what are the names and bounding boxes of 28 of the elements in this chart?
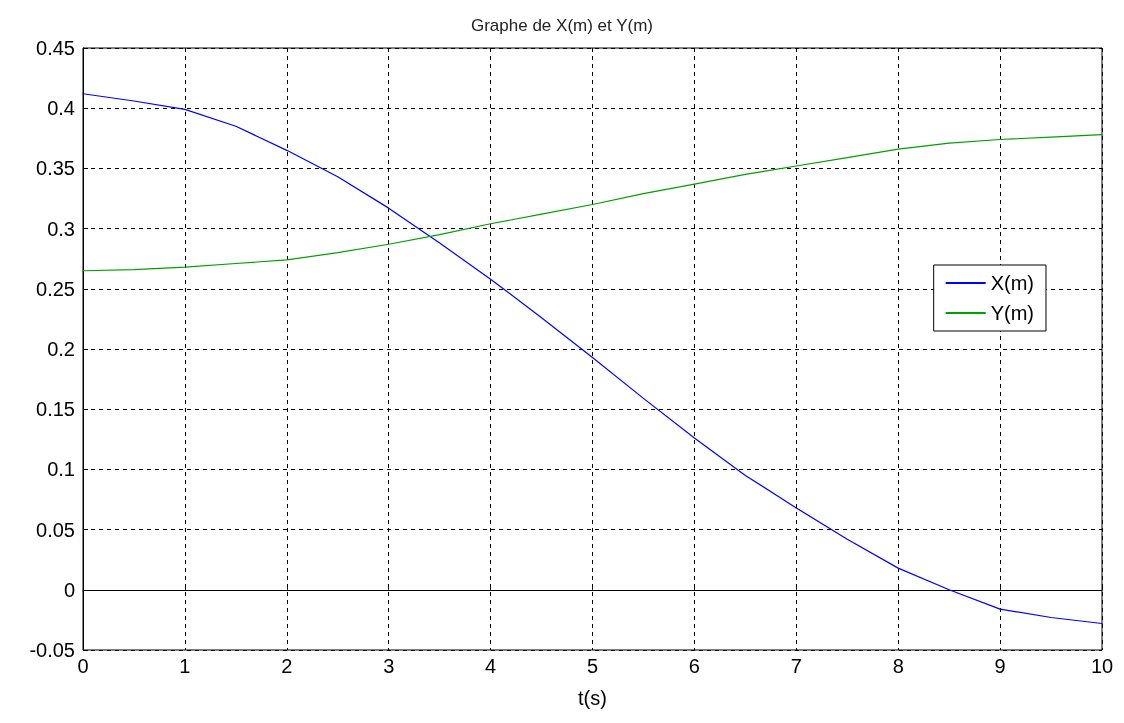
y-tick-label: -0.05	[29, 639, 75, 661]
x-tick-label: 6	[688, 655, 700, 677]
x-tick-label: 2	[281, 655, 293, 677]
line-series	[82, 134, 1103, 272]
x-tick-label: 4	[485, 655, 497, 677]
y-tick-label: 0.3	[47, 217, 75, 240]
x-tick-label: 10	[1090, 655, 1114, 677]
y-tick-label: 0.2	[47, 338, 75, 360]
legend-label: Y(m)	[990, 302, 1035, 324]
y-tick-label: 0.4	[47, 97, 75, 120]
x-tick-label: 7	[790, 655, 802, 677]
y-tick-label: 0.35	[36, 157, 75, 180]
y-tick-label: 0.15	[36, 398, 75, 421]
x-tick-label: 1	[179, 655, 191, 677]
y-tick-label: 0	[63, 578, 75, 601]
x-tick-label: 9	[994, 655, 1006, 677]
line-series	[82, 93, 1103, 625]
y-tick-label: 0.45	[36, 37, 75, 59]
x-tick-label: 8	[892, 655, 904, 677]
y-tick-label: 0.25	[36, 277, 75, 300]
x-tick-label: 5	[586, 655, 599, 677]
y-tick-label: 0.1	[47, 458, 75, 481]
legend-label: X(m)	[990, 272, 1035, 294]
x-axis-title: t(s)	[578, 687, 607, 709]
x-tick-label: 3	[383, 655, 395, 677]
x-tick-label: 0	[77, 655, 89, 677]
y-tick-label: 0.05	[36, 518, 75, 541]
chart-title: Graphe de X(m) et Y(m)	[470, 16, 654, 35]
